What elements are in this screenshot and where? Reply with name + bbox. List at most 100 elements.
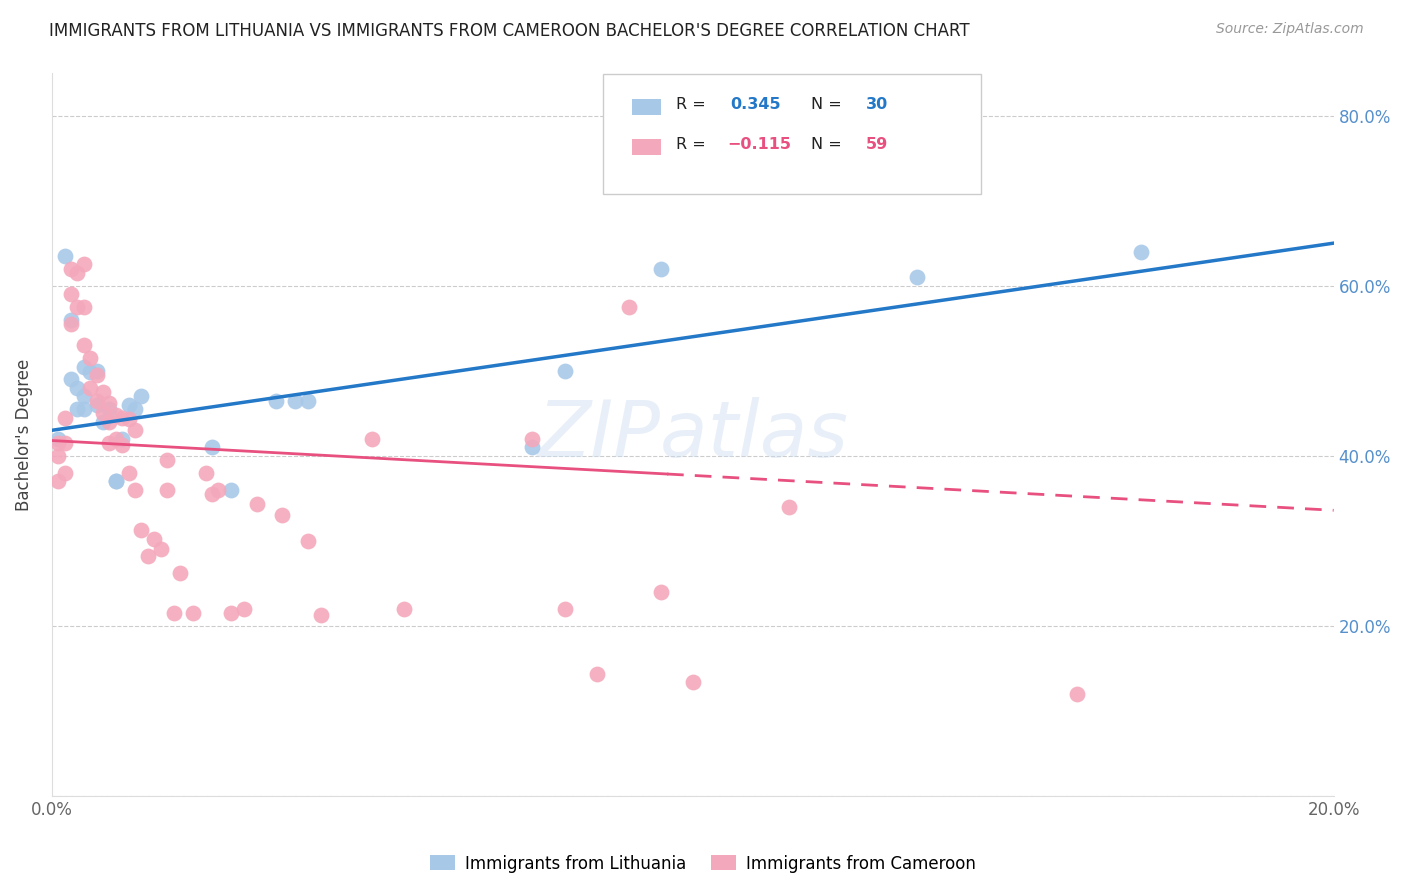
Point (104, 475, 127, 489)
Point (66, 381, 89, 395)
Point (1066, 687, 1088, 701)
Legend: Immigrants from Lithuania, Immigrants from Cameroon: Immigrants from Lithuania, Immigrants fr… (423, 848, 983, 880)
Point (98, 402, 121, 417)
Point (143, 533, 166, 547)
Point (91, 384, 114, 399)
Point (553, 602, 575, 616)
Point (111, 438, 134, 452)
Point (53, 466, 76, 480)
Point (86, 393, 108, 408)
Point (59, 287, 82, 301)
Point (207, 483, 229, 497)
Point (73, 257, 96, 271)
Text: Source: ZipAtlas.com: Source: ZipAtlas.com (1216, 22, 1364, 37)
Point (361, 432, 384, 446)
Point (79, 381, 101, 395)
Text: 59: 59 (866, 137, 889, 152)
Point (86, 364, 108, 378)
Point (682, 675, 704, 690)
Point (73, 300, 96, 314)
Point (309, 607, 332, 622)
Point (66, 402, 89, 417)
Point (66, 300, 89, 314)
Point (201, 487, 224, 501)
Point (73, 389, 96, 403)
Point (111, 410, 134, 425)
Point (66, 266, 89, 280)
Text: 30: 30 (866, 97, 889, 112)
Point (394, 602, 416, 616)
Point (264, 393, 287, 408)
Point (169, 566, 191, 581)
Point (53, 410, 76, 425)
Point (271, 508, 294, 523)
Point (98, 415, 121, 429)
Point (650, 585, 672, 599)
Point (46, 475, 69, 489)
Point (201, 440, 224, 454)
Point (297, 393, 319, 408)
Point (86, 398, 108, 412)
Point (104, 475, 127, 489)
FancyBboxPatch shape (603, 74, 981, 194)
Point (124, 402, 146, 417)
Point (905, 270, 928, 285)
Point (111, 432, 134, 446)
Point (617, 300, 640, 314)
Point (131, 523, 153, 537)
Point (585, 667, 607, 681)
Point (233, 602, 256, 616)
Point (124, 483, 146, 497)
Point (104, 432, 127, 446)
Point (284, 393, 307, 408)
Point (79, 351, 101, 365)
Point (104, 408, 127, 422)
Point (91, 415, 114, 429)
Point (118, 398, 141, 412)
Point (86, 368, 108, 382)
Point (73, 402, 96, 417)
Point (219, 606, 242, 620)
Point (124, 423, 146, 437)
Text: IMMIGRANTS FROM LITHUANIA VS IMMIGRANTS FROM CAMEROON BACHELOR'S DEGREE CORRELAT: IMMIGRANTS FROM LITHUANIA VS IMMIGRANTS … (49, 22, 970, 40)
Point (53, 249, 76, 263)
Point (46, 432, 69, 446)
Point (181, 606, 204, 620)
Point (73, 338, 96, 352)
Point (778, 500, 800, 514)
Point (59, 317, 82, 331)
Point (246, 497, 269, 511)
Text: R =: R = (676, 97, 711, 112)
Point (118, 466, 141, 480)
Point (59, 312, 82, 326)
FancyBboxPatch shape (633, 99, 661, 115)
Text: 0.345: 0.345 (730, 97, 780, 112)
Point (522, 432, 544, 446)
Point (522, 440, 544, 454)
Point (162, 606, 184, 620)
Point (156, 483, 179, 497)
Text: −0.115: −0.115 (727, 137, 792, 152)
Point (156, 453, 179, 467)
Text: ZIPatlas: ZIPatlas (537, 397, 848, 473)
Point (79, 366, 101, 380)
Y-axis label: Bachelor's Degree: Bachelor's Degree (15, 359, 32, 511)
Point (59, 372, 82, 386)
Point (297, 533, 319, 548)
Point (46, 449, 69, 463)
Point (1130, 244, 1153, 259)
Point (59, 261, 82, 276)
Text: N =: N = (811, 97, 846, 112)
Point (98, 396, 121, 410)
Point (553, 364, 575, 378)
Point (650, 261, 672, 276)
Point (98, 436, 121, 450)
Point (149, 542, 172, 557)
FancyBboxPatch shape (633, 139, 661, 154)
Text: N =: N = (811, 137, 846, 152)
Point (131, 389, 153, 403)
Text: R =: R = (676, 137, 711, 152)
Point (219, 483, 242, 497)
Point (53, 436, 76, 450)
Point (136, 549, 159, 564)
